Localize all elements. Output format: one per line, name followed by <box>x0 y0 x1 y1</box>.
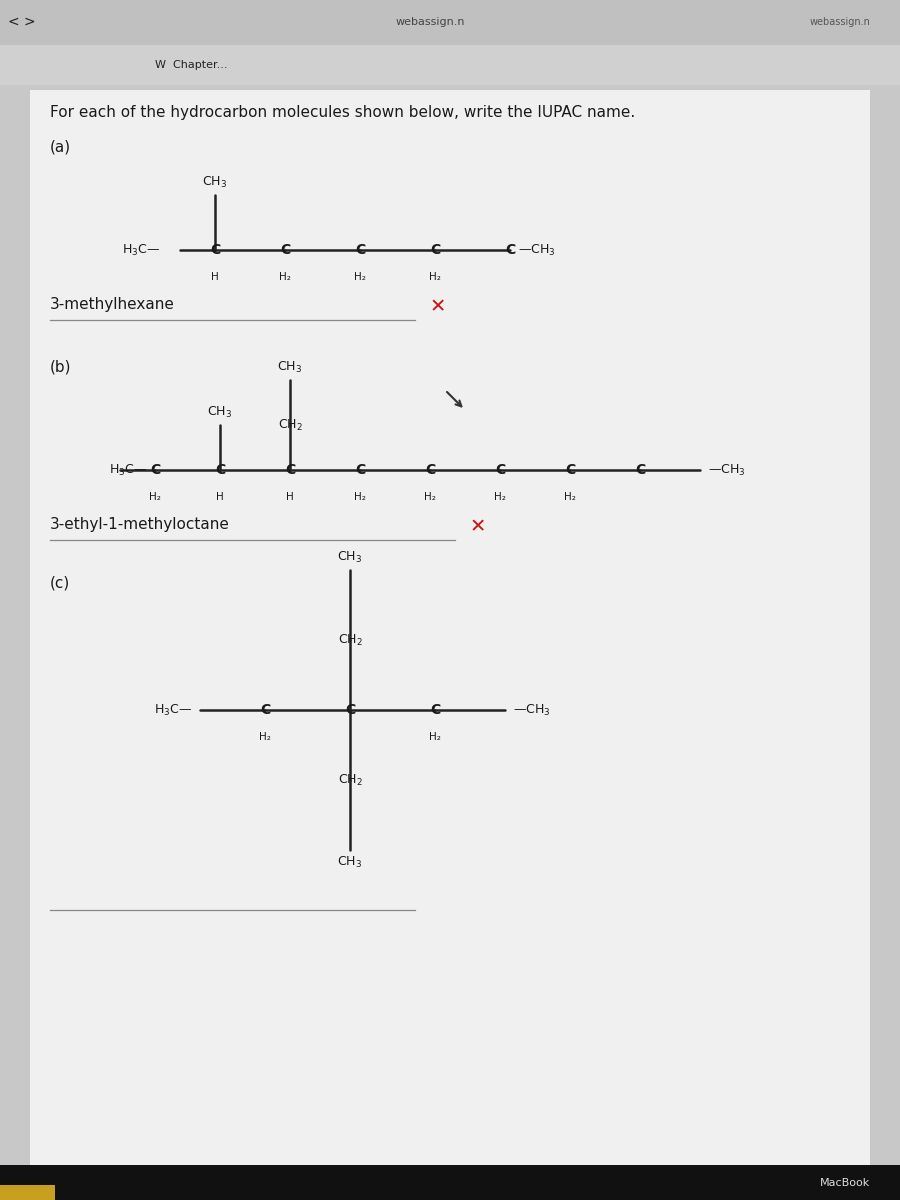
Text: H: H <box>286 492 294 502</box>
Text: C: C <box>215 463 225 476</box>
Text: CH$_2$: CH$_2$ <box>277 418 302 432</box>
Text: H₂: H₂ <box>429 272 441 282</box>
Text: C: C <box>150 463 160 476</box>
Text: CH$_3$: CH$_3$ <box>277 360 302 374</box>
Text: H$_3$C—: H$_3$C— <box>154 702 192 718</box>
Bar <box>0 0 900 44</box>
Text: C: C <box>355 242 365 257</box>
Text: H$_3$C—: H$_3$C— <box>122 242 160 258</box>
Text: H₂: H₂ <box>429 732 441 742</box>
Text: 3-ethyl-1-methyloctane: 3-ethyl-1-methyloctane <box>50 517 230 532</box>
Text: (a): (a) <box>50 140 71 155</box>
Text: H₂: H₂ <box>354 492 366 502</box>
Text: C: C <box>260 703 270 716</box>
Text: webassign.n: webassign.n <box>395 17 464 26</box>
Text: (b): (b) <box>50 360 71 374</box>
Text: CH$_3$: CH$_3$ <box>338 550 363 565</box>
Text: C: C <box>345 703 356 716</box>
Text: 3-methylhexane: 3-methylhexane <box>50 296 175 312</box>
Text: H: H <box>212 272 219 282</box>
Text: CH$_2$: CH$_2$ <box>338 773 363 787</box>
Text: H₂: H₂ <box>279 272 291 282</box>
Text: CH$_3$: CH$_3$ <box>338 854 363 870</box>
Text: —CH$_3$: —CH$_3$ <box>708 462 745 478</box>
Text: C: C <box>280 242 290 257</box>
Text: CH$_3$: CH$_3$ <box>207 404 232 420</box>
Text: < >: < > <box>8 14 36 29</box>
Bar <box>0 1186 55 1200</box>
Text: C: C <box>430 703 440 716</box>
Text: H₂: H₂ <box>149 492 161 502</box>
Bar <box>0 44 900 85</box>
Text: C: C <box>425 463 435 476</box>
Text: H₂: H₂ <box>564 492 576 502</box>
Text: C: C <box>505 242 515 257</box>
Text: C: C <box>285 463 295 476</box>
Text: For each of the hydrocarbon molecules shown below, write the IUPAC name.: For each of the hydrocarbon molecules sh… <box>50 104 635 120</box>
Text: C: C <box>210 242 220 257</box>
Text: C: C <box>430 242 440 257</box>
Text: H₂: H₂ <box>494 492 506 502</box>
Text: H$_3$C—: H$_3$C— <box>109 462 147 478</box>
Text: ✕: ✕ <box>430 296 446 316</box>
Text: CH$_3$: CH$_3$ <box>202 175 228 190</box>
Text: H₂: H₂ <box>354 272 366 282</box>
Text: H: H <box>216 492 224 502</box>
Text: MacBook: MacBook <box>820 1178 870 1188</box>
Text: H₂: H₂ <box>259 732 271 742</box>
Text: C: C <box>355 463 365 476</box>
Text: W  Chapter...: W Chapter... <box>155 60 228 70</box>
Text: CH$_2$: CH$_2$ <box>338 632 363 648</box>
Text: C: C <box>495 463 505 476</box>
Text: C: C <box>634 463 645 476</box>
Text: —CH$_3$: —CH$_3$ <box>513 702 551 718</box>
Text: (c): (c) <box>50 575 70 590</box>
Bar <box>0 1165 900 1200</box>
Text: ✕: ✕ <box>470 517 486 536</box>
Text: H₂: H₂ <box>424 492 436 502</box>
Text: —CH$_3$: —CH$_3$ <box>518 242 555 258</box>
Text: C: C <box>565 463 575 476</box>
Text: webassign.n: webassign.n <box>809 17 870 26</box>
